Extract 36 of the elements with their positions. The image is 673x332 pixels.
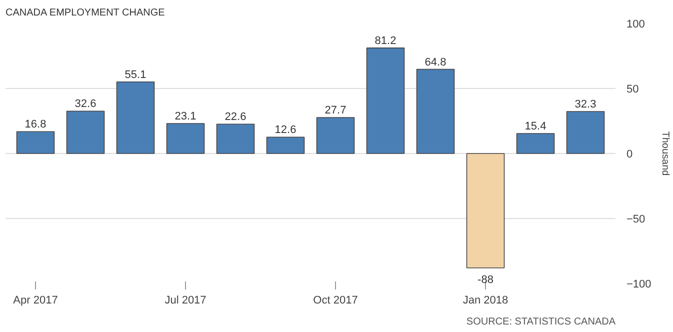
bar <box>316 117 355 154</box>
source-note: SOURCE: STATISTICS CANADA <box>466 316 616 328</box>
data-label: 32.3 <box>574 98 596 111</box>
y-tick-label: −50 <box>626 214 646 226</box>
y-tick-label: 100 <box>626 18 645 30</box>
y-tick-label: 50 <box>626 84 639 96</box>
bar <box>466 153 505 268</box>
bar <box>516 133 555 154</box>
bar <box>366 48 405 154</box>
bar <box>116 81 155 154</box>
bar <box>566 111 605 154</box>
data-label: -88 <box>478 274 494 286</box>
bar <box>66 110 105 154</box>
x-tick-label: Apr 2017 <box>13 294 58 306</box>
data-label: 32.6 <box>74 98 96 110</box>
data-label: 55.1 <box>124 68 146 81</box>
data-label: 16.8 <box>24 118 46 131</box>
data-label: 81.2 <box>374 34 396 47</box>
chart-title: CANADA EMPLOYMENT CHANGE <box>6 8 166 18</box>
data-label: 15.4 <box>524 120 546 132</box>
bar <box>416 68 455 154</box>
data-label: 27.7 <box>324 104 346 116</box>
y-tick-label: −100 <box>626 278 652 290</box>
y-axis-title: Thousand <box>659 131 670 176</box>
data-label: 22.6 <box>224 111 246 124</box>
x-tick-label: Oct 2017 <box>313 294 358 306</box>
data-label: 64.8 <box>424 56 446 68</box>
y-tick-label: 0 <box>626 148 633 160</box>
x-tick-label: Jan 2018 <box>462 294 508 306</box>
x-tick-label: Jul 2017 <box>164 294 206 306</box>
bar <box>166 123 205 154</box>
data-label: 12.6 <box>274 124 296 136</box>
bar <box>216 124 255 154</box>
bar <box>266 136 305 154</box>
data-label: 23.1 <box>174 110 196 122</box>
bar <box>16 131 55 154</box>
